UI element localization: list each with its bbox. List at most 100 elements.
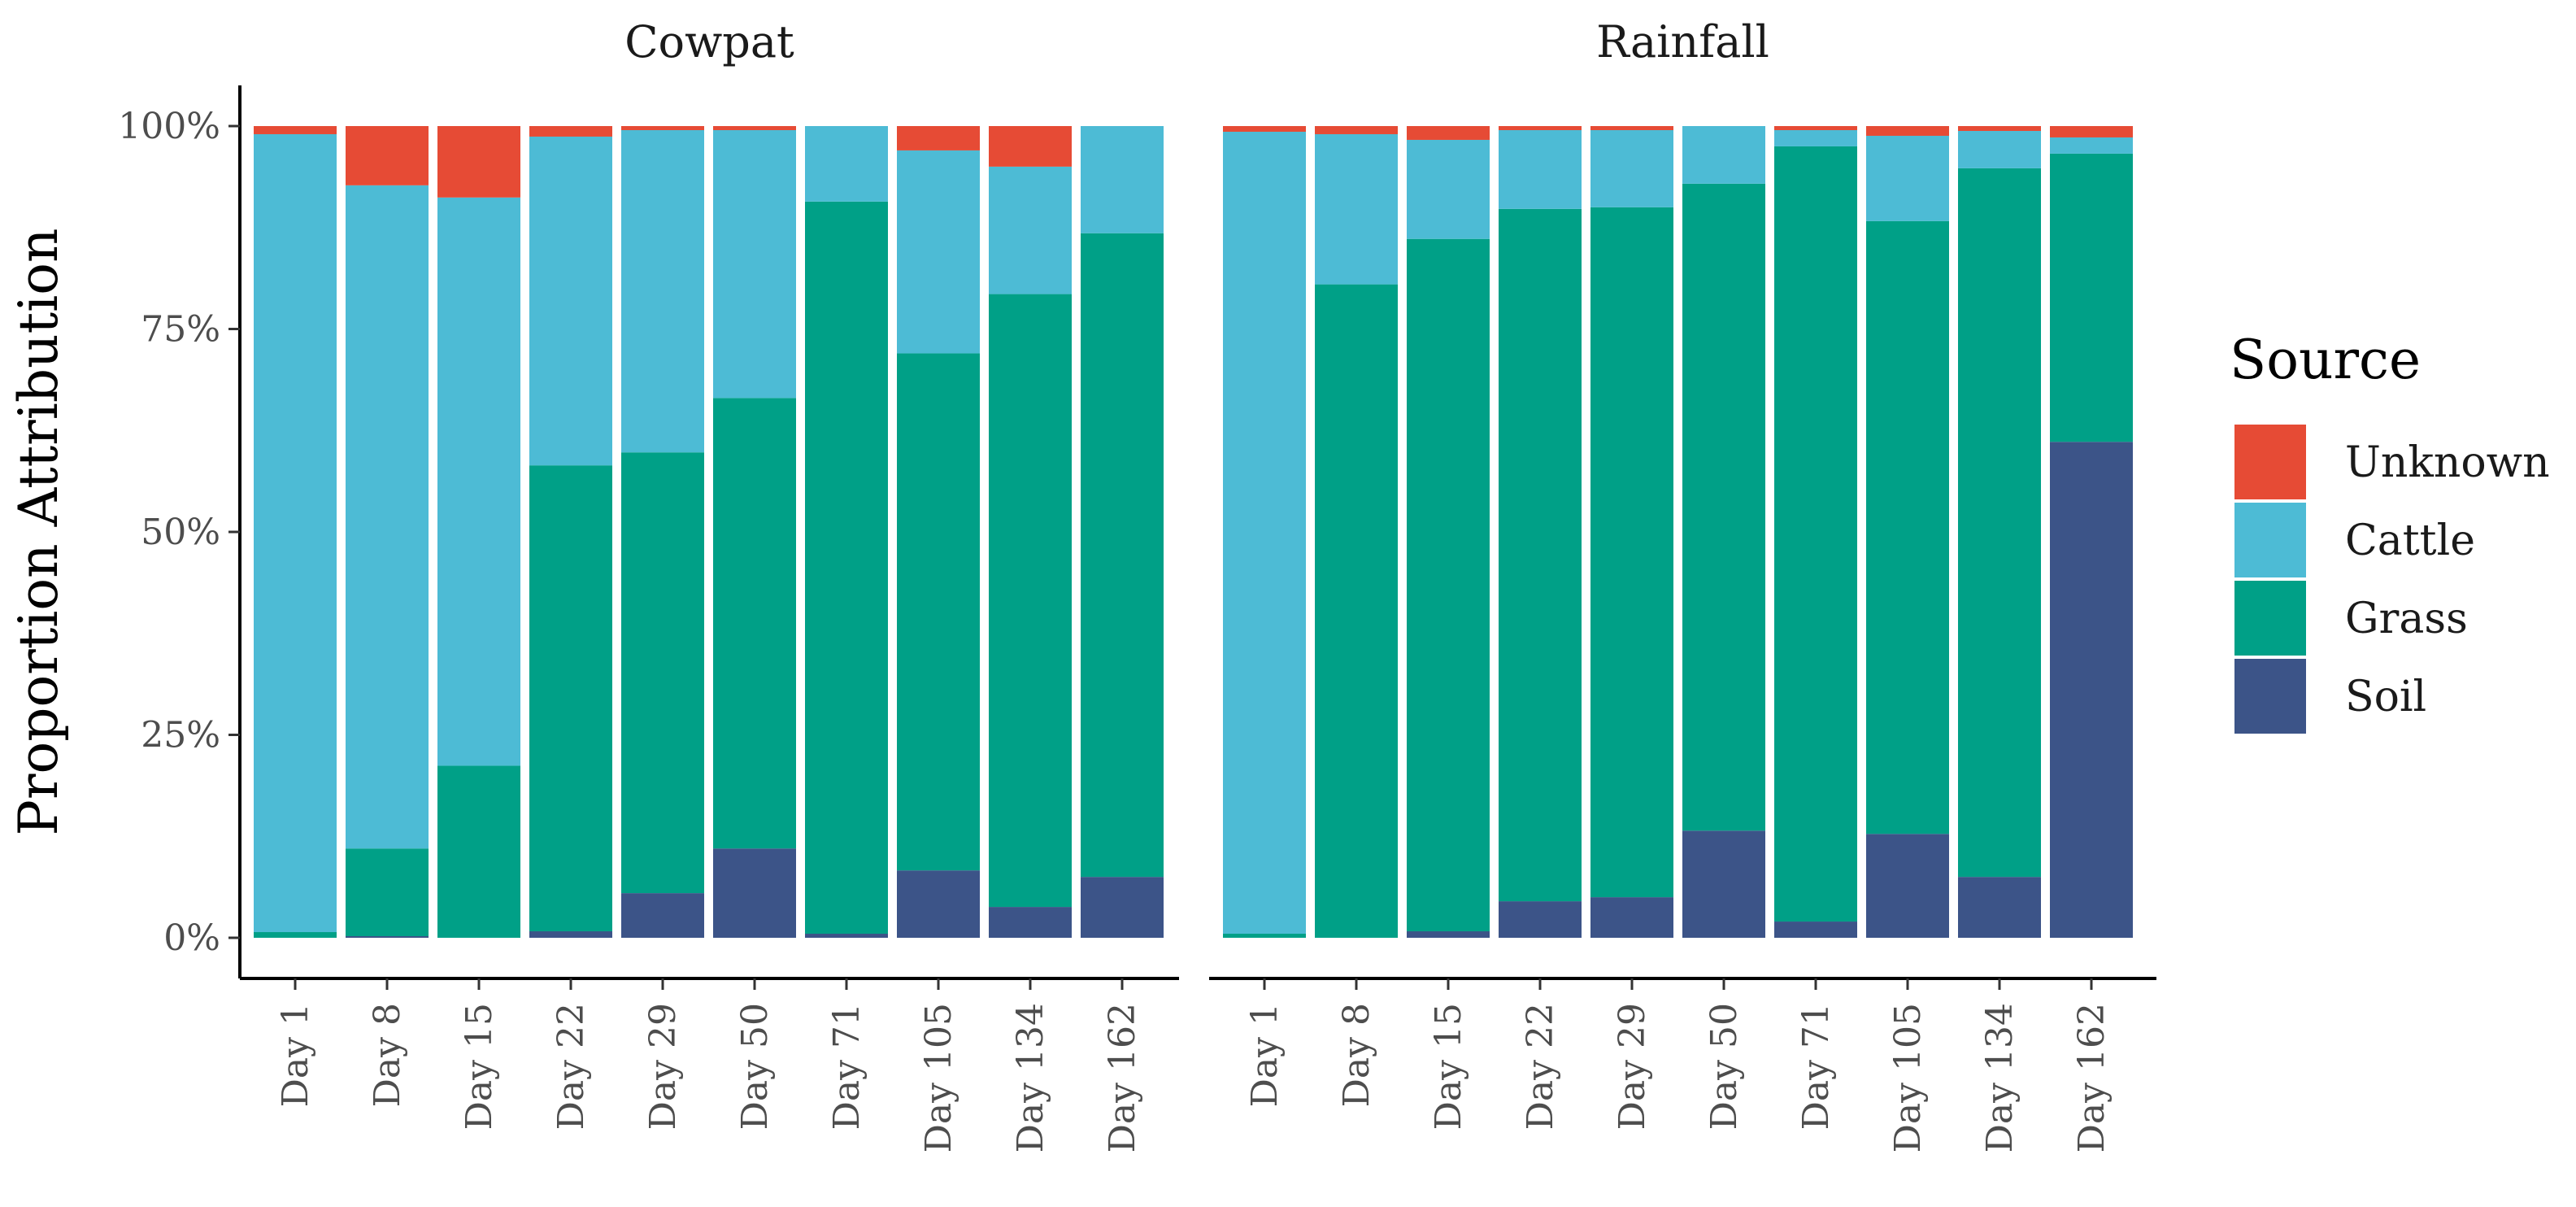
x-tick-label: Day 105: [918, 1003, 959, 1153]
bar-segment-rainfall-day-22-soil: [1499, 901, 1582, 938]
bar-segment-cowpat-day-105-cattle: [897, 150, 980, 354]
facets: Cowpat Day 1 Day 8 Day 15 Day 22 Day 29 Day 50…: [118, 16, 2156, 1153]
x-tick-label: Day 15: [459, 1003, 500, 1130]
bar-segment-cowpat-day-29-cattle: [621, 129, 704, 453]
bar-segment-cowpat-day-22-grass: [529, 465, 612, 932]
bar-segment-rainfall-day-22-unknown: [1499, 126, 1582, 130]
x-tick-label: Day 50: [734, 1003, 776, 1130]
x-tick-label: Day 50: [1704, 1003, 1745, 1130]
bar-segment-cowpat-day-105-unknown: [897, 126, 980, 150]
y-axis-title: Proportion Attribution: [7, 229, 70, 836]
y-tick-label: 25%: [141, 715, 220, 756]
x-tick-label: Day 105: [1887, 1003, 1929, 1153]
bar-segment-cowpat-day-15-cattle: [437, 197, 520, 766]
facet-title: Rainfall: [1596, 16, 1769, 68]
bar-segment-rainfall-day-105-unknown: [1866, 126, 1949, 136]
bar-segment-rainfall-day-8-grass: [1315, 284, 1398, 938]
bar-segment-rainfall-day-105-grass: [1866, 220, 1949, 834]
bar-segment-rainfall-day-29-grass: [1590, 207, 1673, 898]
bar-segment-cowpat-day-50-unknown: [713, 126, 796, 130]
bar-segment-rainfall-day-1-unknown: [1223, 126, 1306, 132]
legend-key-unknown: [2234, 425, 2306, 499]
x-tick-label: Day 8: [367, 1003, 408, 1107]
bar-segment-cowpat-day-22-soil: [529, 931, 612, 938]
bar-segment-cowpat-day-1-grass: [254, 932, 337, 938]
bar-segment-cowpat-day-8-grass: [346, 848, 429, 937]
bar-segment-rainfall-day-134-unknown: [1958, 126, 2041, 131]
x-tick-label: Day 134: [1979, 1003, 2021, 1153]
bar-segment-cowpat-day-8-unknown: [346, 126, 429, 185]
bar-segment-rainfall-day-1-grass: [1223, 934, 1306, 938]
bar-segment-rainfall-day-162-soil: [2050, 442, 2133, 938]
y-tick-label: 75%: [141, 309, 220, 351]
bar-segment-cowpat-day-134-unknown: [989, 126, 1072, 167]
y-tick-label: 50%: [141, 512, 220, 553]
bar-segment-cowpat-day-29-unknown: [621, 126, 704, 130]
bar-segment-rainfall-day-71-soil: [1774, 922, 1857, 938]
x-tick-label: Day 1: [275, 1003, 316, 1107]
x-tick-label: Day 1: [1244, 1003, 1286, 1107]
bar-segment-rainfall-day-134-soil: [1958, 877, 2041, 938]
bar-segment-rainfall-day-29-soil: [1590, 897, 1673, 938]
bar-segment-cowpat-day-15-grass: [437, 765, 520, 938]
legend-label-unknown: Unknown: [2345, 438, 2550, 487]
bar-segment-rainfall-day-15-cattle: [1407, 139, 1490, 239]
bar-segment-rainfall-day-50-cattle: [1682, 126, 1765, 184]
bar-segment-rainfall-day-15-soil: [1407, 931, 1490, 938]
legend-label-soil: Soil: [2345, 673, 2426, 721]
bar-segment-cowpat-day-71-soil: [805, 934, 888, 938]
bar-segment-cowpat-day-22-cattle: [529, 136, 612, 466]
legend-key-cattle: [2234, 503, 2306, 577]
bar-segment-rainfall-day-22-cattle: [1499, 129, 1582, 209]
x-tick-label: Day 22: [1520, 1003, 1561, 1130]
bar-segment-cowpat-day-29-soil: [621, 893, 704, 938]
x-tick-label: Day 134: [1010, 1003, 1051, 1153]
bar-segment-cowpat-day-162-grass: [1081, 233, 1164, 878]
bar-segment-cowpat-day-162-cattle: [1081, 126, 1164, 233]
x-tick-label: Day 71: [826, 1003, 868, 1130]
bar-segment-rainfall-day-71-grass: [1774, 146, 1857, 922]
legend-title: Source: [2230, 329, 2421, 391]
bar-segment-cowpat-day-1-cattle: [254, 133, 337, 933]
bar-segment-rainfall-day-50-grass: [1682, 183, 1765, 831]
bar-segment-rainfall-day-162-cattle: [2050, 137, 2133, 154]
facet-rainfall: Rainfall Day 1 Day 8 Day 15 Day 22 Day 29 Day …: [1209, 16, 2156, 1153]
facet-cowpat: Cowpat Day 1 Day 8 Day 15 Day 22 Day 29 Day 50…: [118, 16, 1179, 1153]
x-tick-label: Day 22: [550, 1003, 592, 1130]
bar-segment-rainfall-day-29-cattle: [1590, 129, 1673, 207]
x-tick-label: Day 8: [1336, 1003, 1377, 1107]
bar-segment-cowpat-day-8-soil: [346, 936, 429, 938]
bar-segment-rainfall-day-1-cattle: [1223, 131, 1306, 935]
legend: Source Unknown Cattle Grass Soil: [2230, 329, 2550, 734]
bar-segment-rainfall-day-29-unknown: [1590, 126, 1673, 130]
legend-label-cattle: Cattle: [2345, 516, 2475, 565]
bar-segment-rainfall-day-71-unknown: [1774, 126, 1857, 130]
bar-segment-rainfall-day-15-grass: [1407, 238, 1490, 932]
bar-segment-cowpat-day-105-grass: [897, 353, 980, 871]
x-tick-label: Day 15: [1428, 1003, 1469, 1130]
bar-segment-rainfall-day-162-unknown: [2050, 126, 2133, 137]
bar-segment-cowpat-day-134-soil: [989, 907, 1072, 938]
bar-segment-rainfall-day-134-cattle: [1958, 130, 2041, 168]
bar-segment-cowpat-day-105-soil: [897, 870, 980, 938]
bar-segment-rainfall-day-15-unknown: [1407, 126, 1490, 140]
bar-segment-cowpat-day-134-grass: [989, 294, 1072, 908]
bar-segment-cowpat-day-71-grass: [805, 201, 888, 935]
bar-segment-cowpat-day-134-cattle: [989, 166, 1072, 294]
bar-segment-rainfall-day-8-unknown: [1315, 126, 1398, 134]
bar-segment-rainfall-day-71-cattle: [1774, 129, 1857, 146]
x-tick-label: Day 29: [642, 1003, 684, 1130]
bar-segment-rainfall-day-105-cattle: [1866, 135, 1949, 221]
x-tick-label: Day 162: [2071, 1003, 2113, 1153]
legend-label-grass: Grass: [2345, 595, 2468, 643]
bar-segment-rainfall-day-8-cattle: [1315, 133, 1398, 285]
y-tick-label: 0%: [163, 917, 220, 959]
bar-segment-cowpat-day-50-soil: [713, 848, 796, 938]
bar-segment-rainfall-day-22-grass: [1499, 208, 1582, 902]
bar-segment-rainfall-day-134-grass: [1958, 168, 2041, 878]
x-tick-label: Day 29: [1612, 1003, 1653, 1130]
legend-key-grass: [2234, 581, 2306, 656]
bar-segment-cowpat-day-8-cattle: [346, 185, 429, 849]
bar-segment-rainfall-day-162-grass: [2050, 153, 2133, 442]
